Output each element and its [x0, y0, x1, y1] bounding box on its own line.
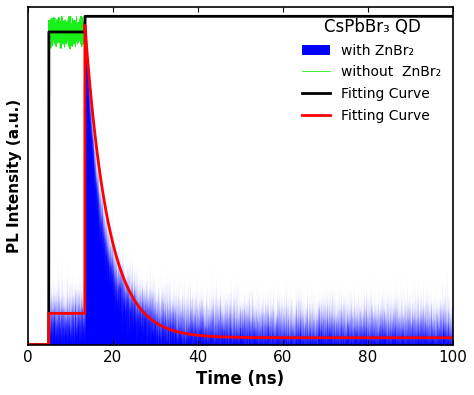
without  ZnBr₂	[282, 14, 287, 19]
Fitting Curve	[226, 335, 231, 339]
without  ZnBr₂	[226, 14, 231, 19]
Line: Fitting Curve: Fitting Curve	[27, 16, 453, 345]
without  ZnBr₂	[329, 14, 335, 19]
Y-axis label: PL Intensity (a.u.): PL Intensity (a.u.)	[7, 99, 22, 253]
without  ZnBr₂	[25, 342, 30, 347]
Fitting Curve	[131, 14, 137, 19]
Fitting Curve	[422, 335, 428, 340]
without  ZnBr₂	[59, 14, 64, 19]
Fitting Curve	[25, 342, 30, 347]
Line: without  ZnBr₂: without ZnBr₂	[27, 16, 453, 345]
Fitting Curve	[226, 14, 231, 19]
Fitting Curve	[282, 335, 287, 340]
without  ZnBr₂	[422, 14, 428, 19]
Fitting Curve	[450, 335, 456, 340]
without  ZnBr₂	[131, 14, 137, 19]
without  ZnBr₂	[450, 14, 456, 19]
Legend: with ZnBr₂, without  ZnBr₂, Fitting Curve, Fitting Curve: with ZnBr₂, without ZnBr₂, Fitting Curve…	[298, 14, 446, 127]
Fitting Curve	[298, 14, 303, 19]
Fitting Curve	[298, 335, 303, 340]
Fitting Curve	[82, 14, 88, 19]
X-axis label: Time (ns): Time (ns)	[196, 370, 284, 388]
Fitting Curve	[282, 14, 287, 19]
Fitting Curve	[422, 14, 428, 19]
Fitting Curve	[450, 14, 456, 19]
Fitting Curve	[329, 335, 335, 340]
Line: Fitting Curve: Fitting Curve	[27, 25, 453, 345]
Fitting Curve	[329, 14, 335, 19]
Fitting Curve	[25, 342, 30, 347]
Fitting Curve	[82, 23, 88, 28]
Fitting Curve	[131, 296, 137, 301]
without  ZnBr₂	[298, 14, 303, 19]
